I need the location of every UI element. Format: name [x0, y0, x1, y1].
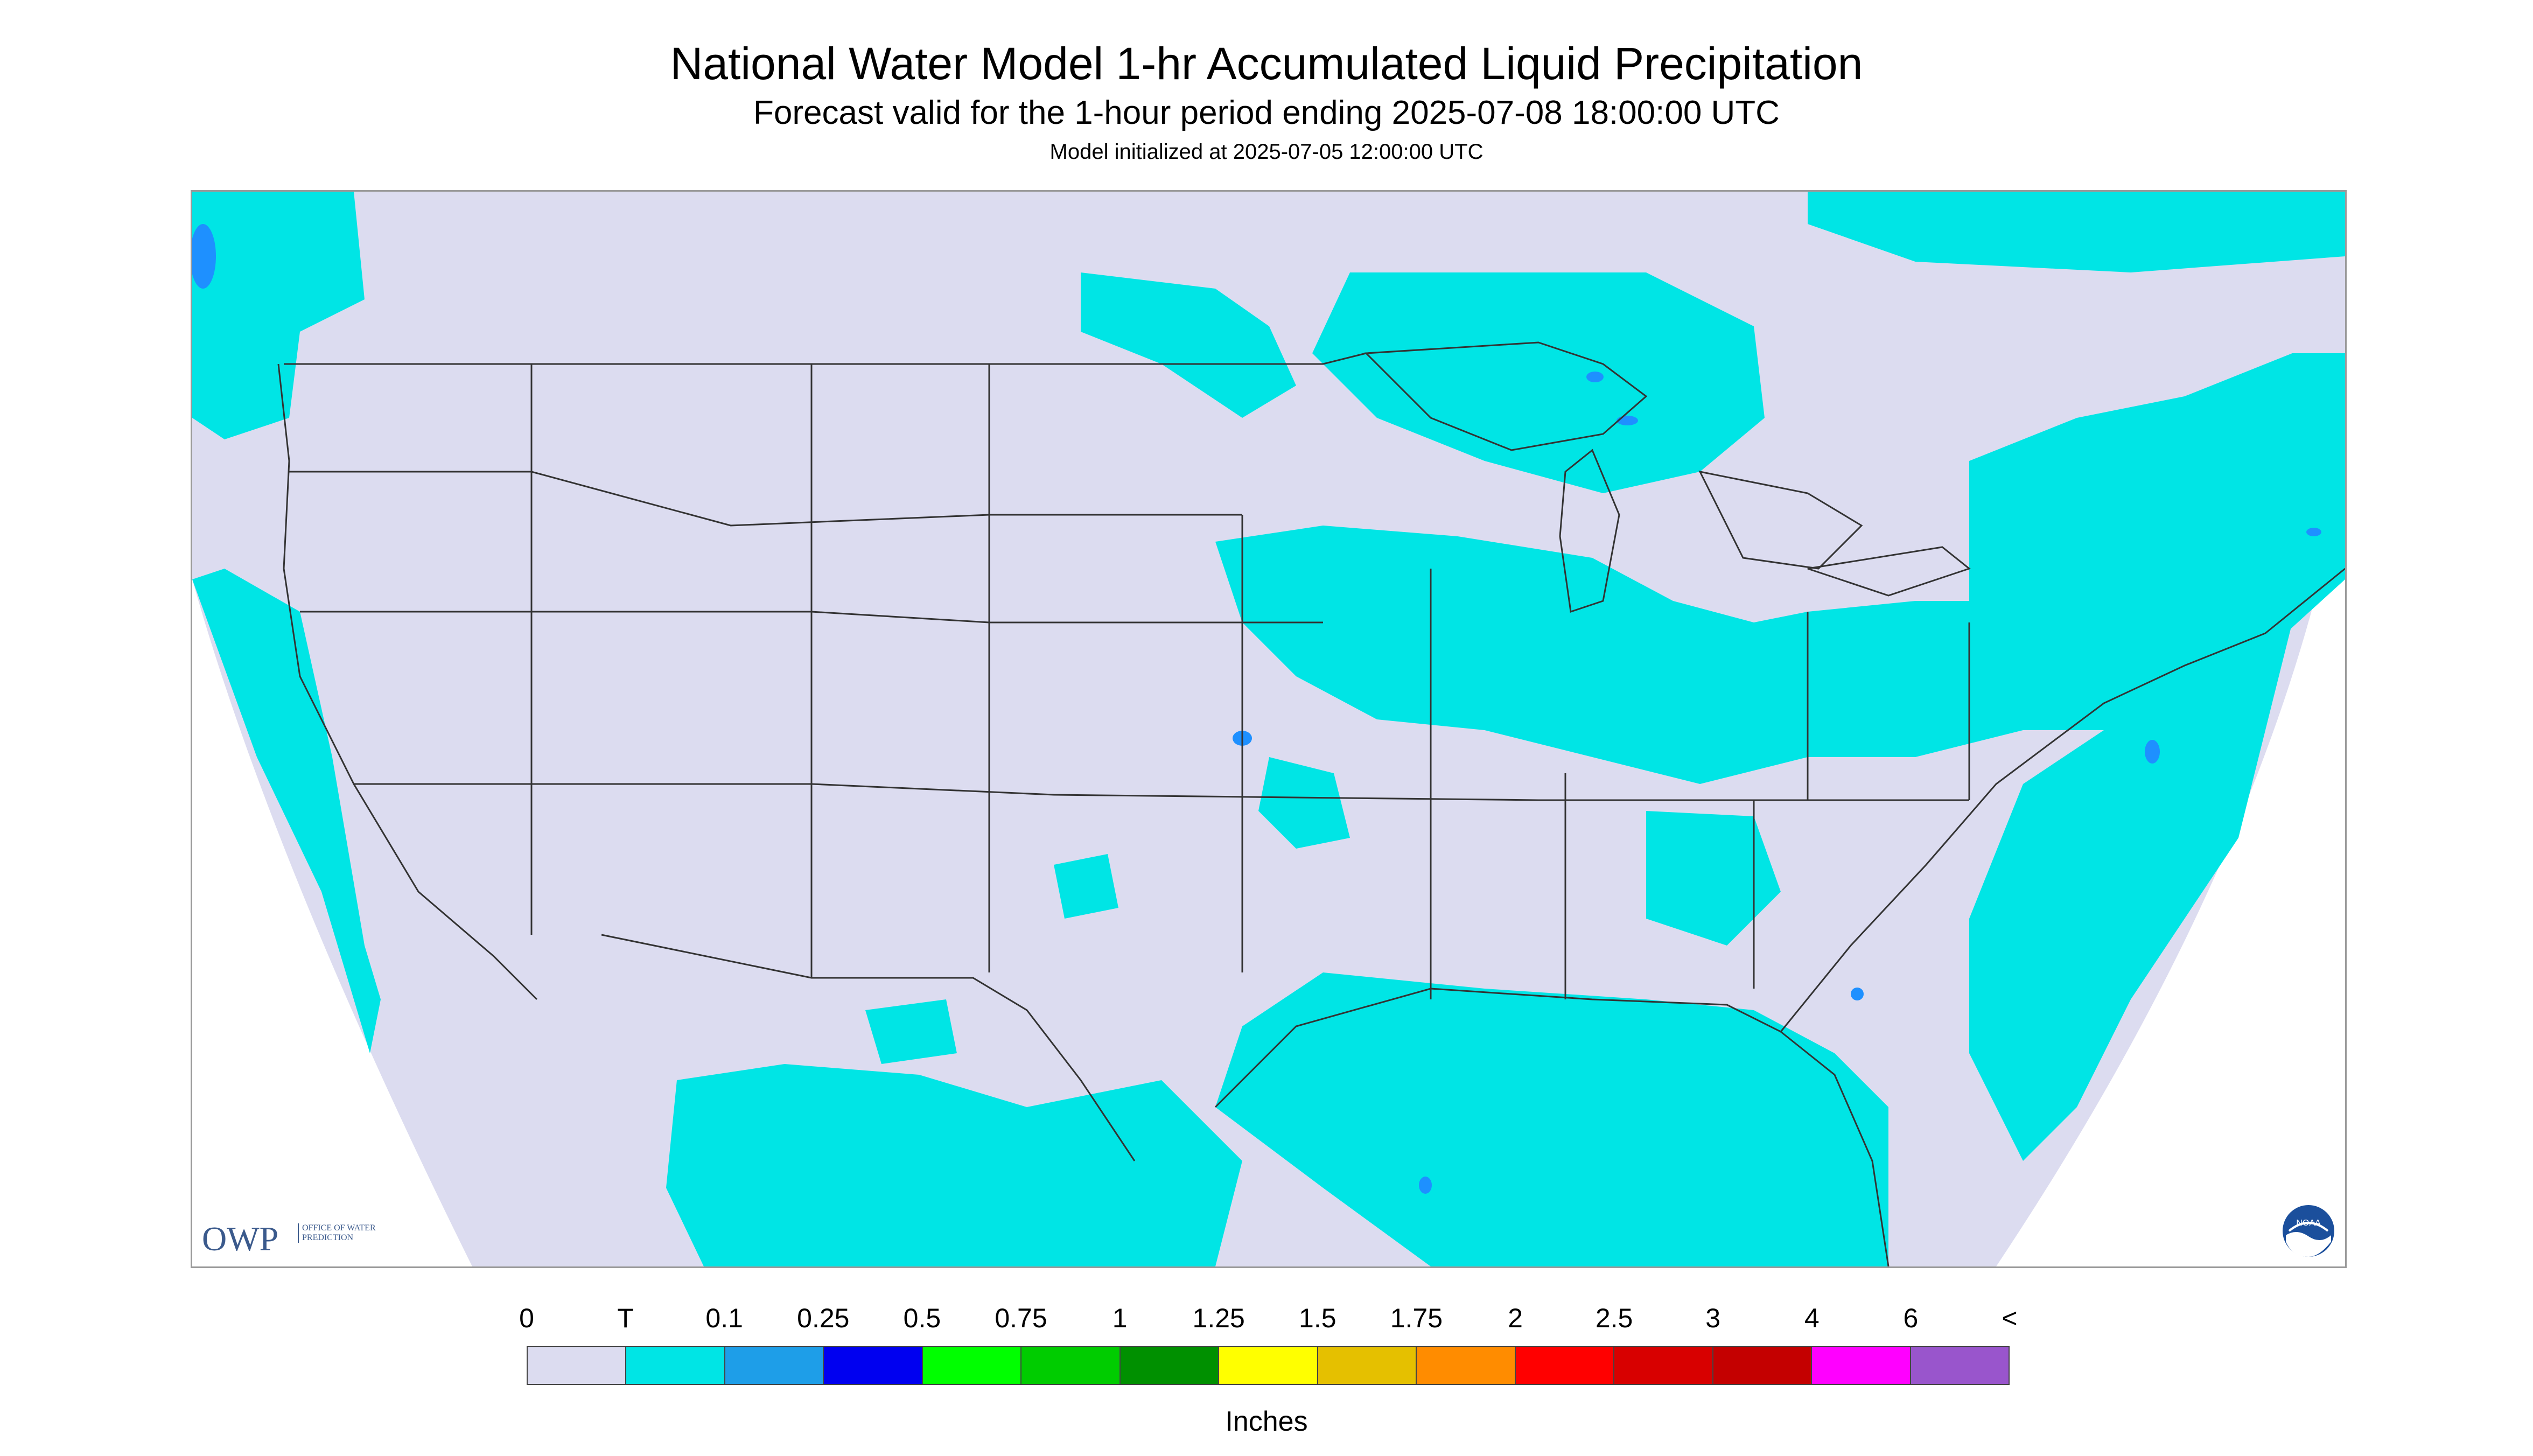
political-boundaries: [277, 341, 2345, 1266]
legend-swatch: [1417, 1347, 1516, 1384]
heavier-precip-cells: [192, 224, 2321, 1194]
legend-tick-label: 0.75: [995, 1303, 1047, 1333]
legend-tick-label: 0: [519, 1303, 534, 1333]
noaa-logo: NOAA: [2282, 1204, 2335, 1258]
domain-fill: [192, 192, 2345, 1266]
legend-swatch: [1219, 1347, 1318, 1384]
noaa-logo-label: NOAA: [2296, 1219, 2321, 1228]
legend-swatch: [1812, 1347, 1911, 1384]
legend-tick-label: 1.5: [1299, 1303, 1337, 1333]
legend-ticks: 0 T 0.1 0.25 0.5 0.75 1 1.25 1.5 1.75 2 2.5 3 4 6 <: [0, 1303, 2533, 1335]
owp-logo: OWP OFFICE OF WATER PREDICTION: [202, 1220, 377, 1258]
map-canvas: [192, 192, 2345, 1266]
legend-tick-label: 0.1: [705, 1303, 743, 1333]
legend-tick-label: 3: [1705, 1303, 1721, 1333]
legend-swatch: [1911, 1347, 2009, 1384]
owp-logo-subtext: OFFICE OF WATER PREDICTION: [298, 1223, 377, 1243]
legend-swatch: [1021, 1347, 1121, 1384]
legend-swatch: [626, 1347, 725, 1384]
legend-swatch: [1713, 1347, 1813, 1384]
legend-swatch: [1515, 1347, 1615, 1384]
map-title: National Water Model 1-hr Accumulated Li…: [670, 38, 1863, 89]
legend-tick-label: 2: [1508, 1303, 1523, 1333]
legend-swatch: [1318, 1347, 1417, 1384]
legend-swatch: [725, 1347, 824, 1384]
legend-swatch: [824, 1347, 923, 1384]
legend-tick-label: 1.75: [1390, 1303, 1443, 1333]
legend-tick-label: 0.5: [903, 1303, 941, 1333]
model-init-time: Model initialized at 2025-07-05 12:00:00…: [1049, 140, 1484, 164]
precip-areas: [192, 192, 2345, 1266]
legend-unit-label: Inches: [1225, 1406, 1308, 1437]
legend-swatch: [528, 1347, 627, 1384]
map-subtitle: Forecast valid for the 1-hour period end…: [753, 94, 1780, 131]
legend-swatch: [1120, 1347, 1220, 1384]
precipitation-map: OWP OFFICE OF WATER PREDICTION NOAA: [191, 190, 2347, 1268]
legend-tick-label: 0.25: [797, 1303, 850, 1333]
legend-tick-label: 6: [1903, 1303, 1919, 1333]
legend-tick-label: 4: [1804, 1303, 1820, 1333]
legend-tick-label: T: [617, 1303, 634, 1333]
legend-tick-label: 1: [1112, 1303, 1128, 1333]
legend-tick-label: <: [2002, 1303, 2018, 1333]
noaa-logo-icon: NOAA: [2283, 1205, 2334, 1257]
legend-swatch: [1614, 1347, 1713, 1384]
owp-logo-text: OWP: [202, 1220, 279, 1258]
color-legend: [527, 1346, 2010, 1385]
legend-tick-label: 2.5: [1595, 1303, 1633, 1333]
legend-swatch: [922, 1347, 1022, 1384]
legend-tick-label: 1.25: [1192, 1303, 1245, 1333]
